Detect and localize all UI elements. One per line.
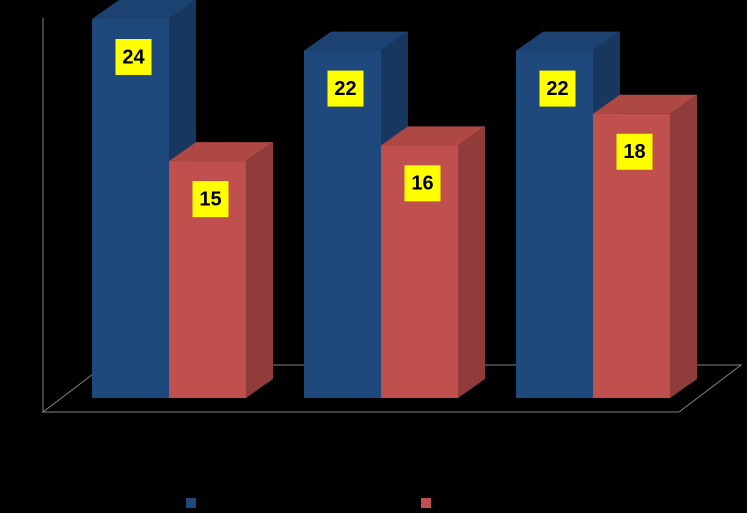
floor [41,364,743,413]
bar [92,19,169,398]
data-label-box [616,133,653,170]
data-label-box [327,70,364,107]
data-label: 24 [122,46,145,68]
data-label-box [404,165,441,202]
bar-top [381,126,485,146]
bar-top [169,142,273,162]
bar [516,50,593,398]
bar [304,50,381,398]
bar-top [92,0,196,19]
data-label-box [115,39,152,75]
bar-top [593,94,697,114]
data-label: 18 [623,141,645,163]
data-label: 22 [546,78,568,100]
bar-side [458,126,485,398]
legend-swatch [186,498,196,508]
bar-side [670,94,697,398]
data-label: 16 [411,173,433,195]
legend-swatch [421,498,431,508]
data-label-box [539,70,576,107]
data-label: 22 [334,78,356,100]
bar-top [304,31,408,51]
bar-side [246,142,273,398]
data-label: 15 [199,188,221,210]
data-label-box [192,181,229,218]
bar-top [516,31,620,51]
